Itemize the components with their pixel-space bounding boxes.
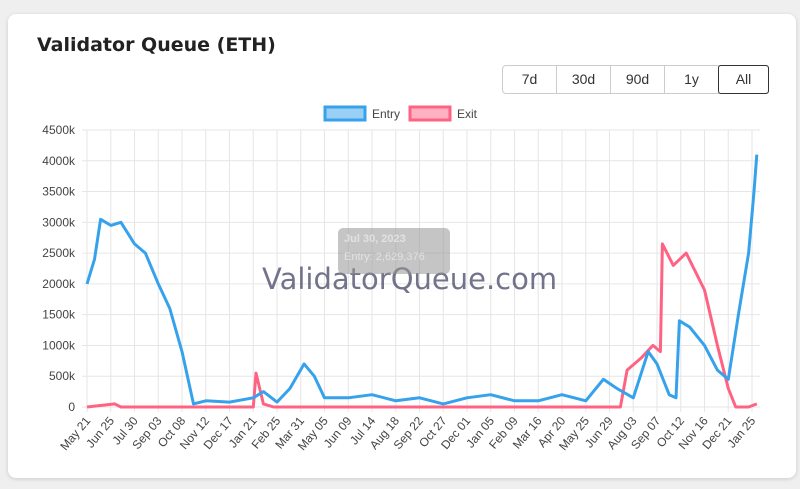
legend-swatch-entry: [323, 105, 367, 122]
y-tick-label: 2500k: [42, 246, 76, 260]
y-tick-label: 3500k: [42, 185, 76, 199]
series-line-entry: [85, 154, 759, 406]
range-7d-button[interactable]: 7d: [503, 66, 557, 93]
range-all-button[interactable]: All: [718, 65, 769, 94]
tooltip-date: Jul 30, 2023: [344, 233, 406, 245]
y-tick-label: 2000k: [42, 277, 76, 291]
page-title: Validator Queue (ETH): [37, 34, 276, 56]
y-tick-label: 1500k: [42, 308, 76, 322]
tooltip-value: Entry: 2,629,376: [344, 251, 425, 263]
legend-label-exit: Exit: [457, 107, 478, 121]
y-tick-label: 0: [68, 400, 75, 414]
legend-swatch-exit: [408, 105, 452, 122]
legend-label-entry: Entry: [372, 107, 400, 121]
y-tick-label: 4500k: [42, 123, 76, 137]
range-90d-button[interactable]: 90d: [611, 66, 665, 93]
range-30d-button[interactable]: 30d: [557, 66, 611, 93]
y-tick-label: 500k: [49, 369, 76, 383]
y-tick-label: 4000k: [42, 154, 76, 168]
y-tick-label: 1000k: [42, 338, 76, 352]
y-tick-label: 3000k: [42, 215, 76, 229]
x-tick-label: May 21: [57, 414, 93, 453]
tooltip: Jul 30, 2023 Entry: 2,629,376: [338, 228, 450, 274]
range-selector: 7d 30d 90d 1y All: [502, 65, 769, 94]
